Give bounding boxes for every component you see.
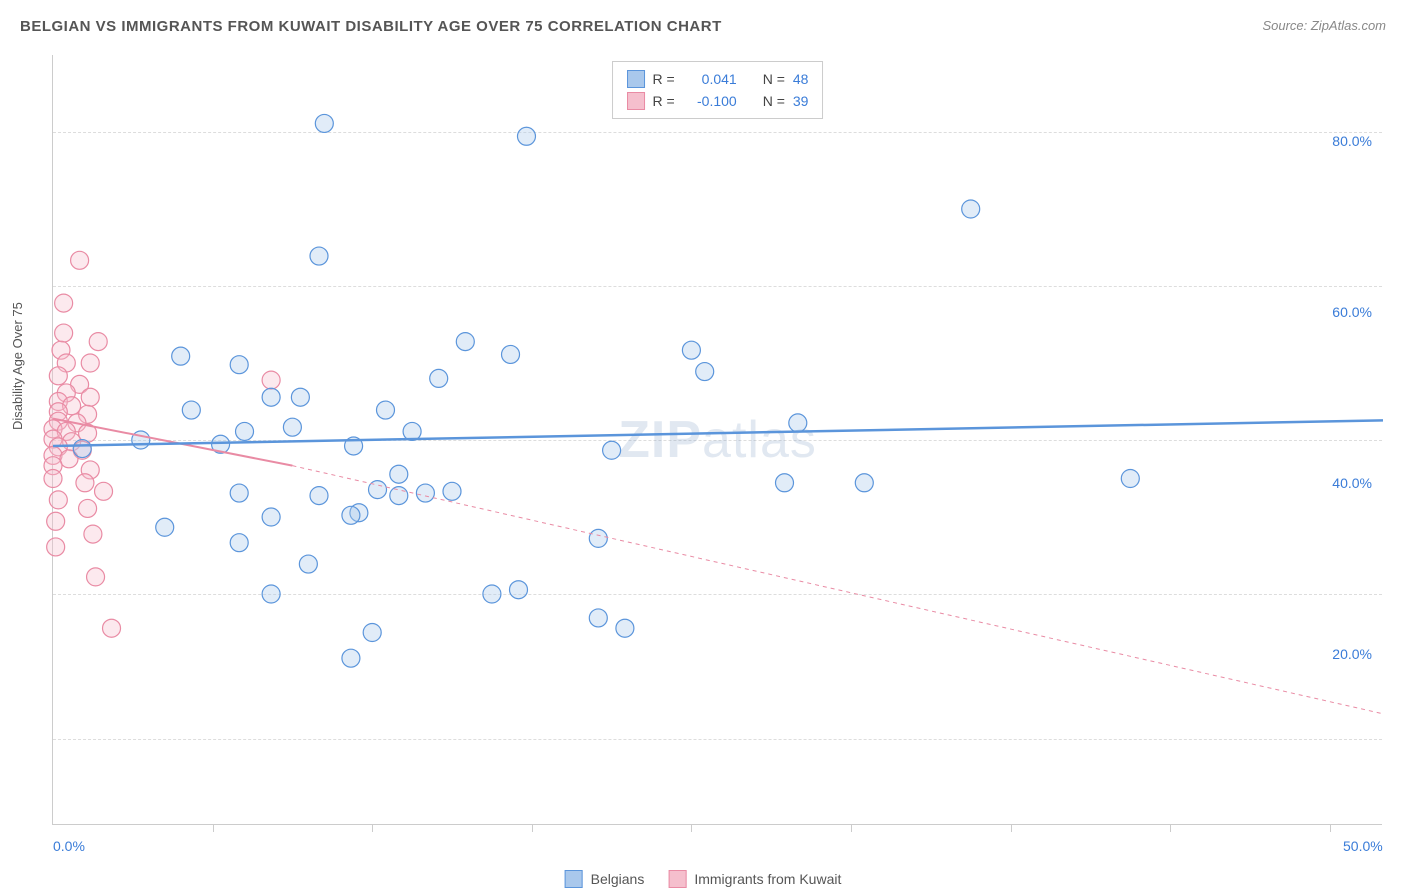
data-point — [87, 568, 105, 586]
legend-row: R = 0.041 N = 48 — [627, 68, 809, 90]
data-point — [76, 474, 94, 492]
y-tick-label: 40.0% — [1332, 475, 1372, 491]
legend-swatch-icon — [627, 70, 645, 88]
data-point — [262, 371, 280, 389]
y-axis-label: Disability Age Over 75 — [10, 302, 25, 430]
data-point — [236, 422, 254, 440]
legend-swatch-icon — [627, 92, 645, 110]
legend-correlation: R = 0.041 N = 48 R = -0.100 N = 39 — [612, 61, 824, 119]
chart-title: BELGIAN VS IMMIGRANTS FROM KUWAIT DISABI… — [20, 18, 722, 35]
data-point — [156, 518, 174, 536]
data-point — [377, 401, 395, 419]
data-point — [182, 401, 200, 419]
legend-swatch-icon — [668, 870, 686, 888]
data-point — [172, 347, 190, 365]
legend-swatch-icon — [565, 870, 583, 888]
data-point — [443, 482, 461, 500]
data-point — [390, 465, 408, 483]
data-point — [616, 619, 634, 637]
legend-series-label: Belgians — [591, 871, 645, 887]
n-label: N = — [763, 90, 785, 112]
data-point — [230, 534, 248, 552]
data-point — [55, 324, 73, 342]
n-label: N = — [763, 68, 785, 90]
legend-item: Immigrants from Kuwait — [668, 870, 841, 888]
y-tick-label: 20.0% — [1332, 646, 1372, 662]
r-value: 0.041 — [683, 68, 737, 90]
scatter-plot — [53, 55, 1382, 824]
data-point — [95, 482, 113, 500]
data-point — [262, 585, 280, 603]
data-point — [363, 624, 381, 642]
data-point — [71, 251, 89, 269]
data-point — [603, 441, 621, 459]
data-point — [456, 333, 474, 351]
data-point — [49, 491, 67, 509]
data-point — [103, 619, 121, 637]
header: BELGIAN VS IMMIGRANTS FROM KUWAIT DISABI… — [20, 18, 1386, 48]
data-point — [517, 127, 535, 145]
source-label: Source: ZipAtlas.com — [1262, 18, 1386, 33]
data-point — [81, 354, 99, 372]
r-label: R = — [653, 68, 675, 90]
data-point — [230, 356, 248, 374]
data-point — [682, 341, 700, 359]
data-point — [44, 470, 62, 488]
data-point — [589, 529, 607, 547]
data-point — [589, 609, 607, 627]
legend-row: R = -0.100 N = 39 — [627, 90, 809, 112]
data-point — [55, 294, 73, 312]
data-point — [89, 333, 107, 351]
data-point — [855, 474, 873, 492]
data-point — [47, 512, 65, 530]
data-point — [262, 508, 280, 526]
data-point — [776, 474, 794, 492]
data-point — [510, 581, 528, 599]
r-value: -0.100 — [683, 90, 737, 112]
data-point — [962, 200, 980, 218]
chart-area: ZIPatlas R = 0.041 N = 48 R = -0.100 N =… — [52, 55, 1382, 825]
r-label: R = — [653, 90, 675, 112]
data-point — [342, 506, 360, 524]
data-point — [283, 418, 301, 436]
data-point — [483, 585, 501, 603]
x-tick-label: 0.0% — [53, 838, 85, 854]
data-point — [310, 247, 328, 265]
data-point — [79, 499, 97, 517]
data-point — [416, 484, 434, 502]
data-point — [502, 345, 520, 363]
data-point — [84, 525, 102, 543]
data-point — [696, 363, 714, 381]
legend-series: Belgians Immigrants from Kuwait — [565, 870, 842, 888]
data-point — [390, 487, 408, 505]
data-point — [230, 484, 248, 502]
data-point — [310, 487, 328, 505]
data-point — [49, 367, 67, 385]
n-value: 48 — [793, 68, 809, 90]
data-point — [315, 114, 333, 132]
data-point — [1121, 470, 1139, 488]
y-tick-label: 60.0% — [1332, 304, 1372, 320]
data-point — [81, 388, 99, 406]
x-tick-label: 50.0% — [1343, 838, 1383, 854]
y-tick-label: 80.0% — [1332, 133, 1372, 149]
data-point — [430, 369, 448, 387]
data-point — [291, 388, 309, 406]
data-point — [789, 414, 807, 432]
data-point — [299, 555, 317, 573]
n-value: 39 — [793, 90, 809, 112]
legend-series-label: Immigrants from Kuwait — [694, 871, 841, 887]
data-point — [73, 440, 91, 458]
data-point — [47, 538, 65, 556]
data-point — [342, 649, 360, 667]
legend-item: Belgians — [565, 870, 645, 888]
data-point — [262, 388, 280, 406]
